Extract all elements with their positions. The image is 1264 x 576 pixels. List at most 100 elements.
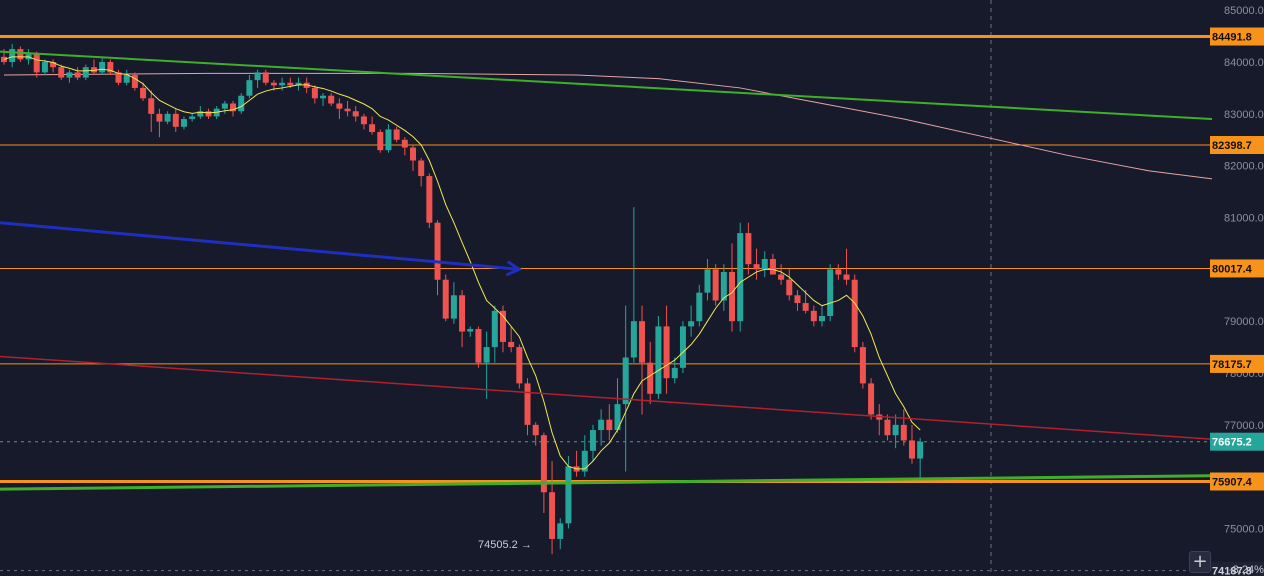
candle-body	[491, 310, 498, 348]
candle-body	[131, 74, 138, 88]
candle-body	[630, 321, 637, 358]
candle-body	[205, 111, 212, 117]
candle-body	[819, 316, 825, 322]
candle-body	[442, 279, 449, 319]
candle-body	[172, 113, 179, 127]
ma-fast-line	[3, 56, 921, 470]
price-tick-label: 79000.0	[1224, 316, 1264, 328]
candle-body	[148, 98, 155, 114]
candle-body	[58, 67, 65, 78]
price-tick-label: 85000.0	[1224, 5, 1264, 17]
candle-body	[892, 424, 899, 436]
price-tick-label: 77000.0	[1224, 420, 1264, 432]
candle-body	[156, 113, 163, 122]
candle-body	[565, 466, 572, 524]
trendlines-layer	[0, 50, 1264, 491]
candle-body	[843, 274, 850, 280]
price-tag-label: 80017.4	[1212, 263, 1253, 275]
candle-body	[483, 347, 490, 363]
candle-body	[33, 54, 40, 73]
candle-body	[696, 292, 703, 322]
candle-body	[66, 72, 73, 78]
candle-body	[287, 82, 294, 86]
candle-body	[246, 80, 253, 96]
price-tag-bg	[1210, 354, 1264, 373]
trendline-green-upper	[0, 50, 1264, 123]
candle-body	[794, 295, 801, 304]
horizontal-levels	[0, 35, 1212, 483]
price-tag-bg	[1210, 259, 1264, 278]
candle-body	[761, 258, 768, 270]
candle-body	[17, 49, 24, 60]
candle-body	[647, 362, 654, 394]
candle-body	[295, 82, 302, 86]
candle-body	[540, 435, 547, 493]
candle-body	[827, 269, 834, 317]
candle-body	[90, 67, 97, 73]
price-tick-label: 83000.0	[1224, 109, 1264, 121]
low-price-annotation: 74505.2 →	[478, 539, 532, 551]
candle-body	[786, 279, 793, 296]
price-tag-label: 76675.2	[1212, 437, 1252, 449]
candle-body	[74, 72, 81, 78]
candle-body	[557, 523, 564, 539]
candle-body	[221, 103, 228, 109]
candle-body	[589, 430, 596, 451]
candle-body	[737, 233, 744, 322]
candle-body	[140, 87, 147, 99]
candle-body	[802, 303, 809, 311]
candle-body	[753, 264, 760, 270]
candle-body	[704, 269, 711, 293]
price-tick-label: 82000.0	[1224, 161, 1264, 173]
candle-body	[50, 62, 57, 68]
candle-body	[508, 341, 515, 348]
candle-body	[254, 72, 261, 81]
price-tag-bg	[1210, 432, 1264, 451]
price-axis[interactable]: 85000.0 84000.0 83000.0 82000.0 81000.0 79000…	[1210, 0, 1264, 576]
candle-body	[778, 274, 785, 280]
candle-body	[769, 258, 776, 275]
candle-body	[410, 147, 416, 161]
candle-body	[434, 222, 441, 280]
candle-body	[467, 328, 474, 332]
candle-body	[369, 124, 376, 132]
candle-body	[238, 95, 245, 112]
add-button[interactable]: +	[1189, 551, 1211, 573]
candle-body	[745, 233, 752, 265]
candle-body	[532, 424, 539, 436]
trendline-red-descending	[0, 355, 1264, 444]
blue-arrow-head	[505, 260, 523, 277]
candle-body	[499, 310, 506, 342]
candle-body	[377, 131, 384, 151]
candle-body	[123, 74, 130, 83]
candle-body	[336, 103, 343, 109]
candle-body	[655, 326, 662, 394]
candle-body	[385, 129, 392, 151]
candle-body	[908, 440, 915, 459]
price-tag-bg	[1210, 561, 1264, 576]
candle-body	[189, 116, 196, 120]
candle-body	[360, 116, 367, 125]
price-tick-label: 81000.0	[1224, 213, 1264, 225]
candle-body	[663, 326, 670, 379]
price-tag-label: 82398.7	[1212, 140, 1252, 152]
candle-body	[197, 111, 204, 117]
candle-body	[352, 111, 359, 117]
candle-body	[180, 119, 187, 127]
trendline-green-lower	[0, 473, 1264, 491]
candle-body	[41, 62, 48, 73]
candle-body	[810, 310, 817, 322]
candle-body	[516, 347, 523, 384]
candle-body	[328, 95, 335, 104]
percent-change-label: -3.24%	[1229, 564, 1264, 576]
candle-body	[614, 404, 621, 431]
candle-body	[279, 82, 286, 86]
candle-body	[99, 62, 106, 73]
candle-body	[859, 347, 866, 384]
candle-body	[311, 87, 318, 99]
candle-body	[712, 269, 719, 301]
candle-body	[639, 321, 646, 363]
candle-body	[418, 160, 425, 177]
price-tag-label: 78175.7	[1212, 359, 1252, 371]
